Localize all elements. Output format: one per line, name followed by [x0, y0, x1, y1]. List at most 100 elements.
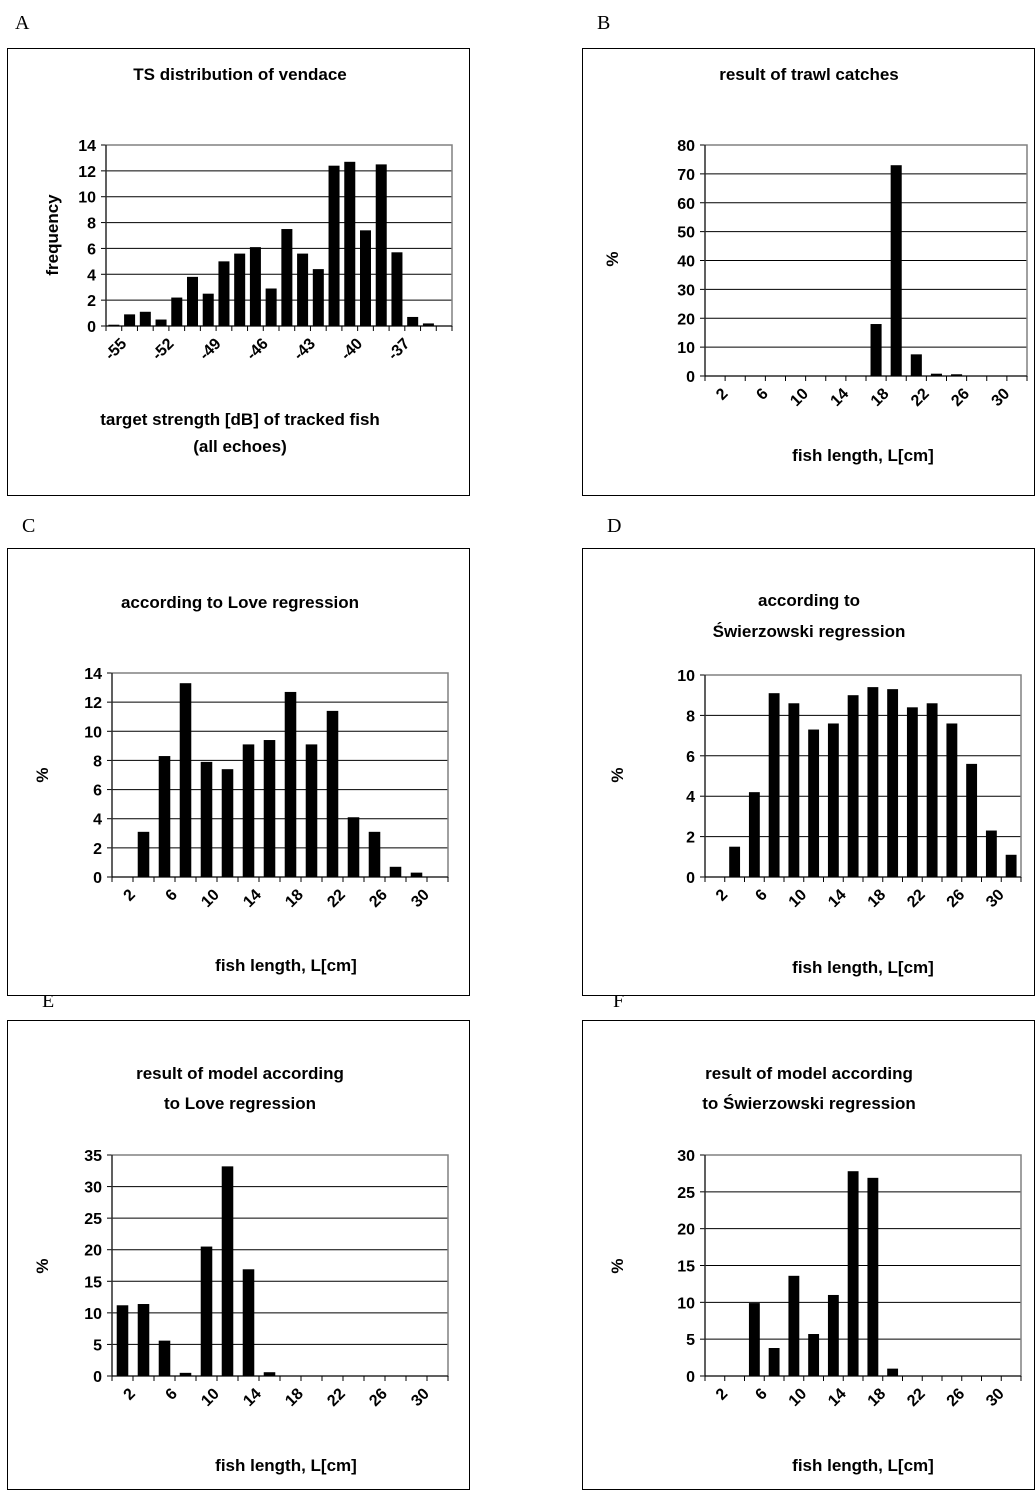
x-tick-label: 14	[240, 1385, 265, 1410]
y-tick-label: 30	[677, 282, 695, 299]
bar	[312, 269, 324, 326]
chart-svg: according to Świerzowski regression 0 2 4 6 8 1…	[608, 591, 1022, 977]
bar	[407, 316, 419, 326]
y-tick-label: 60	[677, 196, 695, 213]
y-tick-label: 30	[677, 1148, 695, 1165]
bar	[768, 1348, 780, 1376]
bar	[827, 723, 839, 877]
y-tick-label: 12	[84, 695, 102, 712]
chart-svg: result of trawl catches 0 10 20 30 40 50 60 70 80…	[603, 65, 1028, 465]
bar	[867, 1177, 879, 1376]
bar	[218, 261, 230, 326]
chart-title: to Love regression	[164, 1094, 316, 1113]
y-tick-label: 0	[686, 870, 695, 887]
y-tick-label: 10	[84, 724, 102, 741]
bar	[375, 164, 387, 326]
bar	[808, 1334, 820, 1376]
bar	[391, 252, 403, 326]
x-tick-label: 10	[198, 886, 223, 911]
bar	[234, 253, 246, 326]
x-axis-label: fish length, L[cm]	[215, 956, 357, 975]
y-tick-label: 30	[84, 1180, 102, 1197]
x-tick-label: 6	[163, 886, 181, 904]
x-axis-label: fish length, L[cm]	[792, 446, 934, 465]
bar	[368, 831, 381, 877]
x-tick-label: 18	[868, 385, 893, 410]
bar	[887, 1368, 899, 1376]
y-axis-label: %	[608, 1258, 627, 1273]
bar	[305, 744, 318, 877]
y-tick-label: 20	[677, 311, 695, 328]
chart-panel-d: according to Świerzowski regression 0 2 4 6 8 1…	[582, 548, 1035, 996]
bar	[139, 311, 151, 326]
bar	[200, 761, 213, 877]
chart-title: according to	[758, 591, 860, 610]
bar	[116, 1305, 129, 1376]
x-tick-label: 2	[713, 1385, 731, 1403]
x-tick-label: 2	[713, 385, 731, 403]
bar	[263, 740, 276, 877]
y-tick-label: 70	[677, 167, 695, 184]
y-tick-label: 35	[84, 1148, 102, 1165]
y-axis-label: %	[603, 251, 622, 266]
bar	[284, 691, 297, 877]
y-tick-label: 15	[84, 1274, 102, 1291]
x-tick-label: 14	[825, 886, 850, 911]
y-tick-label: 6	[686, 749, 695, 766]
x-tick-label: 30	[983, 886, 1008, 911]
bar	[870, 324, 882, 376]
bar	[158, 1340, 171, 1376]
bar	[1005, 854, 1017, 877]
bar	[155, 319, 167, 326]
bar	[867, 687, 879, 877]
bar	[179, 1372, 192, 1376]
x-tick-label: -49	[196, 335, 224, 363]
x-tick-label: 10	[787, 385, 812, 410]
bar	[887, 689, 899, 877]
x-tick-label: 14	[825, 1385, 850, 1410]
bar	[389, 866, 402, 877]
y-tick-label: 14	[78, 138, 96, 155]
bar	[926, 703, 938, 877]
bar	[847, 1171, 859, 1376]
x-tick-label: 26	[948, 385, 973, 410]
y-axis-label: frequency	[43, 194, 62, 276]
panel-letter-b: B	[597, 12, 611, 34]
x-tick-label: 26	[944, 1385, 969, 1410]
y-axis-label: %	[33, 767, 52, 782]
x-tick-label: -52	[149, 335, 177, 363]
y-tick-label: 40	[677, 254, 695, 271]
bar	[808, 729, 820, 877]
x-tick-label: 10	[198, 1385, 223, 1410]
y-tick-label: 2	[93, 841, 102, 858]
y-tick-label: 8	[686, 708, 695, 725]
x-tick-label: -40	[338, 335, 366, 363]
chart-title: to Świerzowski regression	[702, 1094, 916, 1113]
chart-panel-a: TS distribution of vendace 0 2 4 6 8 10 12 14 -55…	[7, 48, 470, 496]
panel-letter-c: C	[22, 515, 36, 537]
y-tick-label: 14	[84, 666, 102, 683]
x-tick-label: 26	[366, 886, 391, 911]
bar	[297, 253, 309, 326]
chart-panel-f: result of model according to Świerzowski …	[582, 1020, 1035, 1490]
bar	[788, 703, 800, 877]
bar	[186, 276, 199, 326]
x-tick-label: 6	[163, 1385, 181, 1403]
bar	[344, 161, 356, 326]
x-tick-label: 6	[752, 1385, 770, 1403]
bar	[910, 354, 922, 376]
bar	[890, 165, 902, 376]
panel-letter-f: F	[613, 990, 625, 1012]
x-axis-label: (all echoes)	[193, 437, 287, 456]
y-tick-label: 25	[677, 1185, 695, 1202]
x-tick-label: 22	[324, 1385, 349, 1410]
y-axis-label: %	[33, 1258, 52, 1273]
y-tick-label: 5	[686, 1332, 695, 1349]
chart-title: result of model according	[705, 1064, 913, 1083]
chart-svg: result of model according to Love regress…	[33, 1064, 449, 1475]
y-tick-label: 12	[78, 164, 96, 181]
bar	[328, 165, 340, 326]
chart-panel-b: result of trawl catches 0 10 20 30 40 50 60 70 80…	[582, 48, 1035, 496]
x-tick-label: 26	[944, 886, 969, 911]
bar	[422, 323, 434, 326]
